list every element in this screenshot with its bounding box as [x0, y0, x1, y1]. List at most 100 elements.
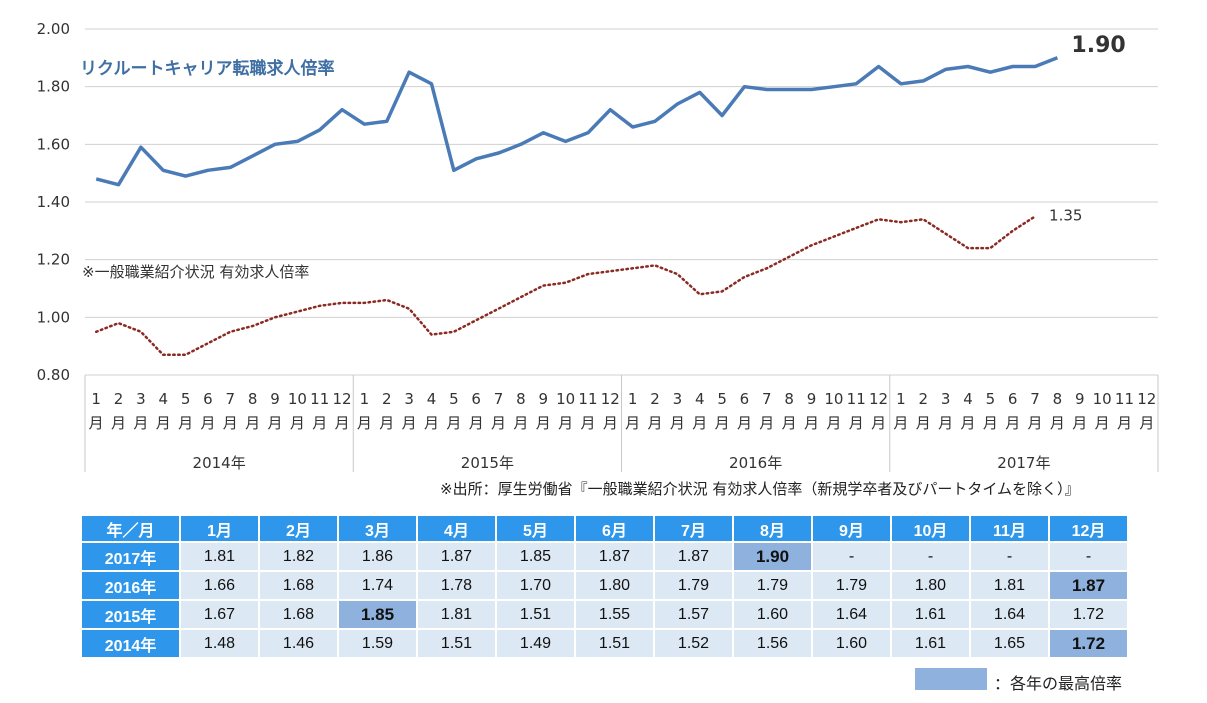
x-tick-suffix: 月 [692, 414, 707, 432]
y-tick-label: 1.60 [37, 135, 70, 153]
table-cell: 1.79 [655, 572, 732, 599]
x-tick-month: 3 [941, 390, 951, 408]
x-tick-month: 7 [762, 390, 772, 408]
table-cell: 1.67 [181, 601, 258, 628]
x-tick-month: 7 [494, 390, 504, 408]
table-row: 2017年 1.81 1.82 1.86 1.87 1.85 1.87 1.87 1.90- - -… [82, 543, 1127, 570]
x-tick-suffix: 月 [893, 414, 908, 432]
x-tick-month: 2 [382, 390, 392, 408]
x-tick-suffix: 月 [603, 414, 618, 432]
table-cell: 1.56 [734, 630, 811, 657]
x-tick-suffix: 月 [1117, 414, 1132, 432]
x-tick-month: 7 [1030, 390, 1040, 408]
table-cell-highlight: 1.72 [1050, 630, 1127, 657]
x-tick-suffix: 月 [558, 414, 573, 432]
x-tick-month: 1 [91, 390, 101, 408]
x-tick-month: 11 [578, 390, 597, 408]
x-tick-suffix: 月 [871, 414, 886, 432]
source-note: ※出所：厚生労働省『一般職業紹介状況 有効求人倍率（新規学卒者及びパートタイムを… [440, 480, 1080, 498]
table-cell: 1.82 [260, 543, 337, 570]
table-cell: 1.81 [971, 572, 1048, 599]
table-cell: 1.57 [655, 601, 732, 628]
table-row: 2014年 1.48 1.46 1.59 1.51 1.49 1.51 1.52 1.56 1.6… [82, 630, 1127, 657]
x-tick-suffix: 月 [536, 414, 551, 432]
table-cell: 1.51 [576, 630, 653, 657]
x-tick-month: 1 [360, 390, 370, 408]
month-header: 11月 [971, 516, 1048, 541]
x-tick-month: 5 [986, 390, 996, 408]
x-tick-month: 8 [1053, 390, 1063, 408]
x-tick-suffix: 月 [1095, 414, 1110, 432]
x-tick-suffix: 月 [670, 414, 685, 432]
month-header: 10月 [892, 516, 969, 541]
x-tick-month: 10 [556, 390, 575, 408]
legend-label: ：各年の最高倍率 [994, 674, 1123, 693]
y-tick-label: 1.00 [37, 308, 70, 326]
x-tick-month: 6 [471, 390, 481, 408]
x-tick-month: 12 [601, 390, 620, 408]
x-tick-suffix: 月 [625, 414, 640, 432]
end-label-general: 1.35 [1049, 206, 1082, 224]
line-chart: 0.801.001.201.401.601.802.001月2月3月4月5月6月… [37, 20, 1159, 472]
year-label: 2015年 [461, 454, 514, 472]
table-cell: - [892, 543, 969, 570]
x-tick-month: 6 [203, 390, 213, 408]
x-tick-month: 3 [404, 390, 414, 408]
x-tick-suffix: 月 [111, 414, 126, 432]
table-cell: 1.48 [181, 630, 258, 657]
x-tick-month: 5 [717, 390, 727, 408]
table-row: 2016年 1.66 1.68 1.74 1.78 1.70 1.80 1.79 1.79 1.7… [82, 572, 1127, 599]
table-cell: 1.51 [418, 630, 495, 657]
table-cell: 1.64 [813, 601, 890, 628]
x-tick-month: 2 [650, 390, 660, 408]
table-cell: 1.55 [576, 601, 653, 628]
x-tick-suffix: 月 [580, 414, 595, 432]
table-row: 2015年 1.67 1.68 1.85 1.81 1.51 1.55 1.57 1.60 1.6… [82, 601, 1127, 628]
table-cell: - [1050, 543, 1127, 570]
x-tick-month: 6 [1008, 390, 1018, 408]
x-tick-suffix: 月 [178, 414, 193, 432]
x-tick-suffix: 月 [223, 414, 238, 432]
table-body: 2017年 1.81 1.82 1.86 1.87 1.85 1.87 1.87 1.90- - -… [82, 543, 1127, 657]
x-tick-month: 3 [136, 390, 146, 408]
table-cell: 1.70 [497, 572, 574, 599]
table-cell: 1.85 [497, 543, 574, 570]
x-tick-suffix: 月 [782, 414, 797, 432]
table-cell-highlight: 1.90 [734, 543, 811, 570]
table-cell: 1.60 [813, 630, 890, 657]
x-tick-suffix: 月 [826, 414, 841, 432]
month-header: 5月 [497, 516, 574, 541]
x-tick-suffix: 月 [648, 414, 663, 432]
x-tick-suffix: 月 [938, 414, 953, 432]
table-cell: 1.72 [1050, 601, 1127, 628]
x-tick-suffix: 月 [513, 414, 528, 432]
y-tick-label: 1.80 [37, 78, 70, 96]
month-header: 4月 [418, 516, 495, 541]
x-tick-suffix: 月 [1028, 414, 1043, 432]
y-tick-label: 0.80 [37, 366, 70, 384]
month-header: 2月 [260, 516, 337, 541]
table-cell: 1.80 [892, 572, 969, 599]
x-tick-suffix: 月 [446, 414, 461, 432]
x-tick-suffix: 月 [357, 414, 372, 432]
table-cell-highlight: 1.87 [1050, 572, 1127, 599]
table-cell: 1.79 [813, 572, 890, 599]
table-cell: 1.81 [418, 601, 495, 628]
year-label: 2016年 [729, 454, 782, 472]
month-header: 6月 [576, 516, 653, 541]
table-cell: - [971, 543, 1048, 570]
table-cell: 1.87 [576, 543, 653, 570]
table-cell: 1.59 [339, 630, 416, 657]
x-tick-month: 11 [1115, 390, 1134, 408]
x-tick-month: 9 [807, 390, 817, 408]
table-cell: 1.51 [497, 601, 574, 628]
table-year-cell: 2014年 [82, 630, 179, 657]
x-tick-suffix: 月 [491, 414, 506, 432]
x-tick-month: 9 [270, 390, 280, 408]
x-tick-suffix: 月 [1139, 414, 1154, 432]
x-tick-month: 5 [181, 390, 191, 408]
x-tick-month: 11 [847, 390, 866, 408]
table-corner-header: 年／月 [82, 516, 179, 541]
table-cell: 1.66 [181, 572, 258, 599]
table-cell: 1.60 [734, 601, 811, 628]
